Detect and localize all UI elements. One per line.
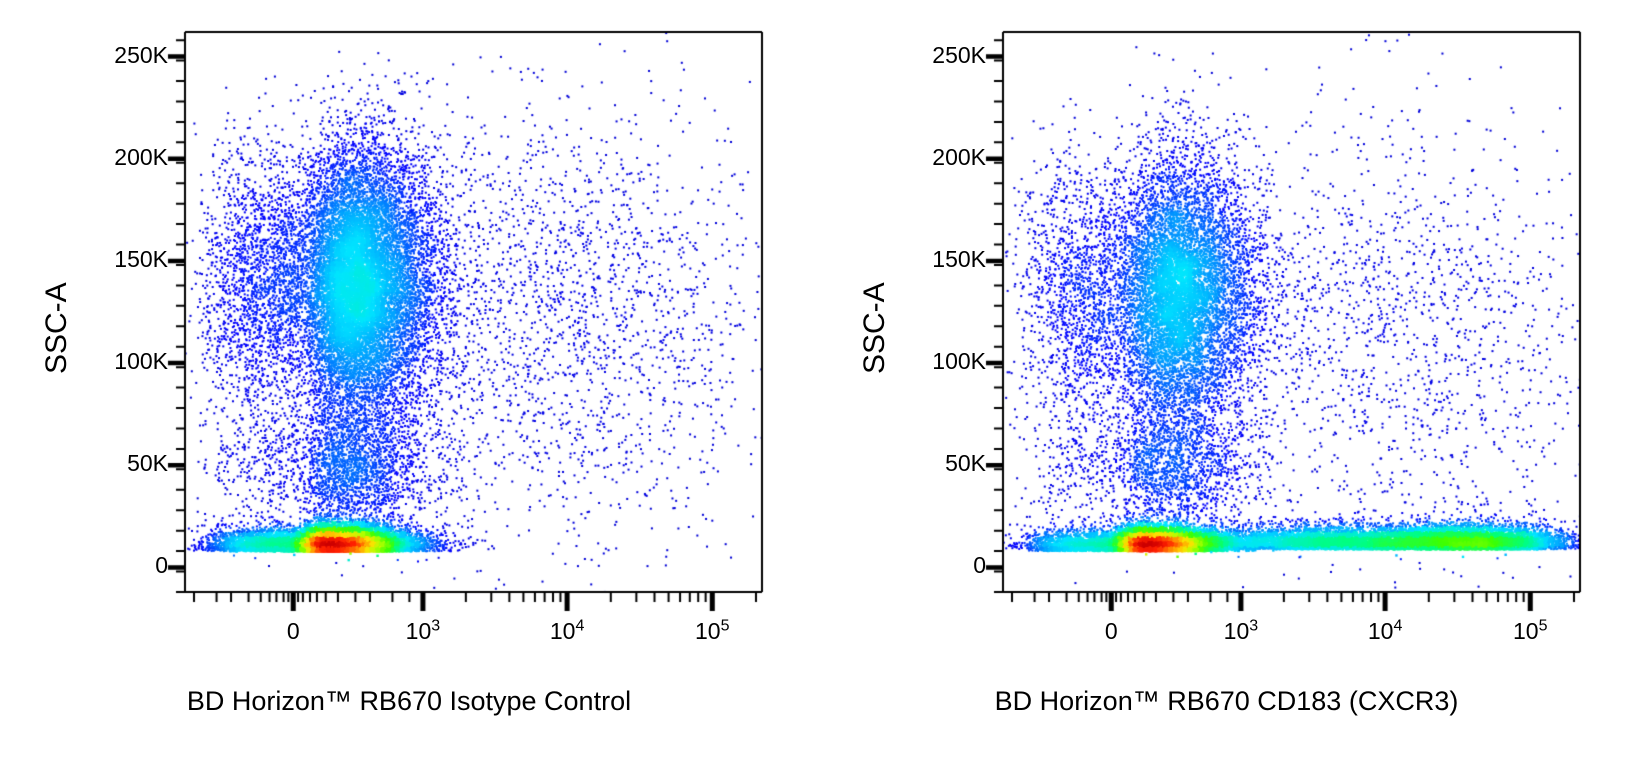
x-tick-mantissa: 10 (405, 618, 432, 644)
x-tick-label: 105 (652, 618, 772, 645)
x-tick-mantissa: 10 (695, 618, 721, 644)
y-tick-label: 250K (114, 41, 168, 68)
panel-isotype-control: SSC-A 0 50K 100K 150K 200K 250K 0 103 104 105 BD… (0, 0, 818, 774)
x-tick-exponent: 5 (1538, 617, 1548, 635)
x-tick-label: 0 (286, 618, 300, 644)
y-tick-label: 200K (114, 143, 168, 170)
x-tick-label: 104 (507, 618, 627, 645)
y-tick-label: 50K (945, 450, 986, 477)
x-tick-mantissa: 10 (1513, 618, 1539, 644)
x-tick-mantissa: 10 (1223, 618, 1250, 644)
y-tick-label: 100K (114, 348, 168, 375)
x-tick-label: 103 (1181, 618, 1301, 645)
y-tick-label: 250K (932, 41, 986, 68)
x-tick-exponent: 5 (720, 617, 730, 635)
x-tick-label: 104 (1325, 618, 1445, 645)
y-tick-label: 50K (127, 450, 168, 477)
x-tick-label: 105 (1470, 618, 1590, 645)
x-tick-mantissa: 10 (1367, 618, 1394, 644)
panel-caption-isotype-control: BD Horizon™ RB670 Isotype Control (186, 686, 632, 716)
y-tick-label: 100K (932, 348, 986, 375)
scatter-plot-cd183-cxcr3 (818, 0, 1635, 774)
x-tick-exponent: 4 (575, 617, 585, 635)
x-tick-exponent: 3 (1249, 617, 1259, 635)
x-tick-label: 103 (363, 618, 483, 645)
x-tick-exponent: 4 (1393, 617, 1403, 635)
y-tick-label: 150K (114, 245, 168, 272)
y-tick-label: 150K (932, 245, 986, 272)
panel-cd183-cxcr3: SSC-A 0 50K 100K 150K 200K 250K 0 103 104 105 BD… (818, 0, 1635, 774)
scatter-plot-isotype-control (0, 0, 818, 774)
y-tick-label: 200K (932, 143, 986, 170)
x-tick-label: 0 (1104, 618, 1118, 644)
x-tick-exponent: 3 (431, 617, 441, 635)
panel-caption-cd183-cxcr3: BD Horizon™ RB670 CD183 (CXCR3) (994, 686, 1459, 716)
y-tick-label: 0 (155, 552, 168, 579)
y-tick-label: 0 (973, 552, 986, 579)
x-tick-mantissa: 10 (549, 618, 576, 644)
